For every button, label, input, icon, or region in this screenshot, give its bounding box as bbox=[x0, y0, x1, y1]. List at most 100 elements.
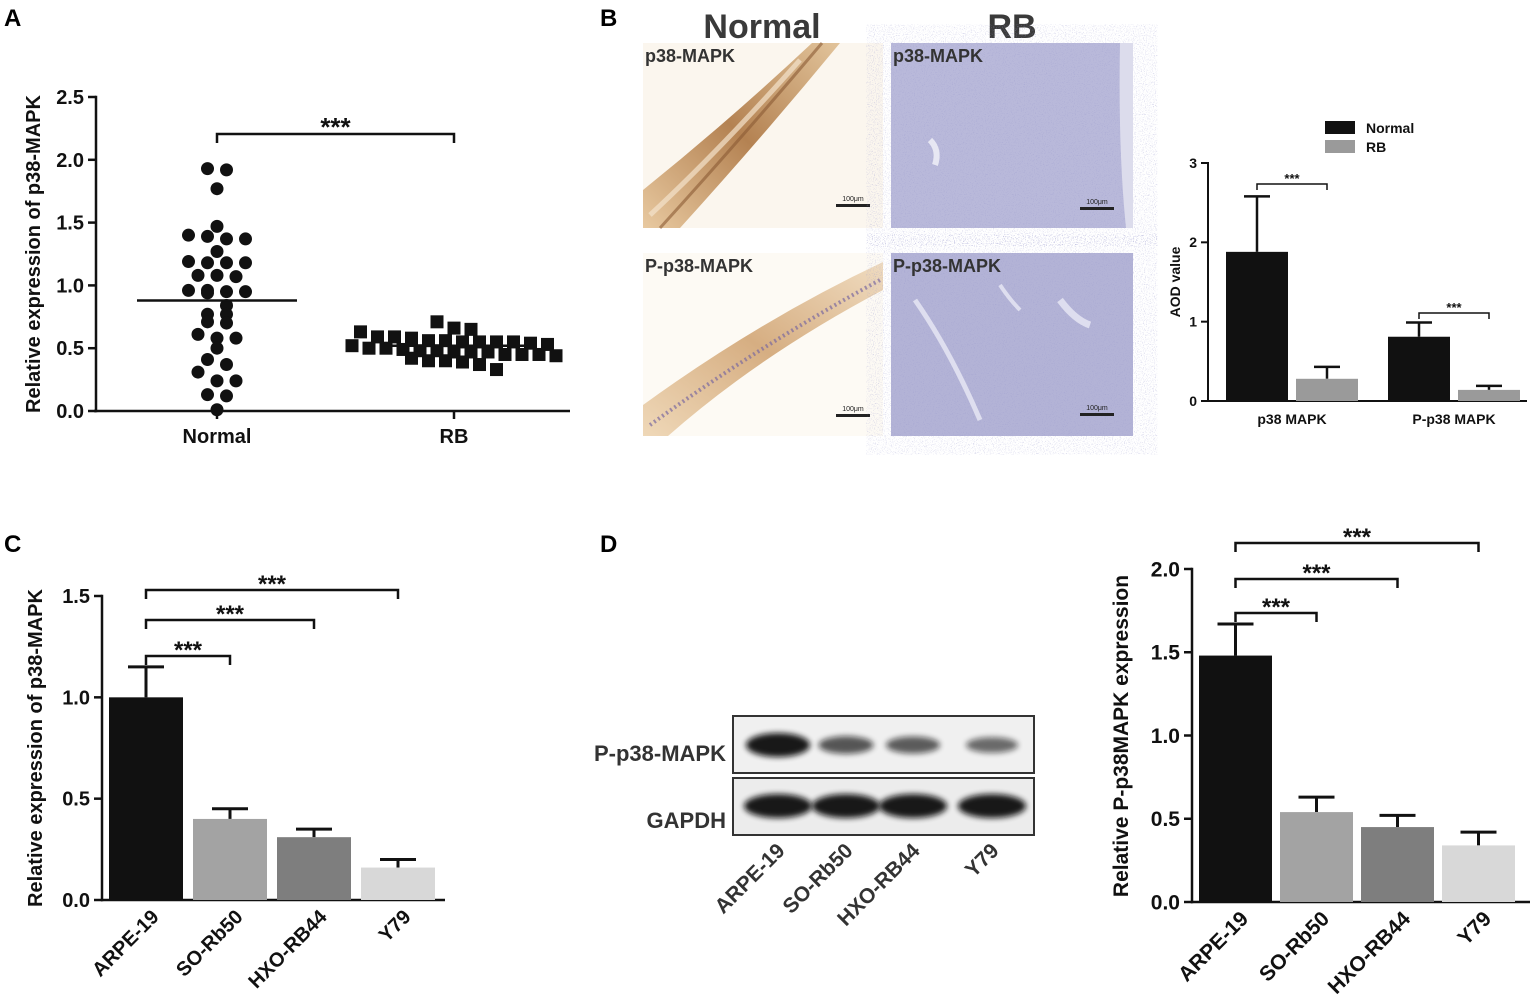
data-point-normal bbox=[220, 232, 233, 246]
data-point-normal bbox=[220, 389, 233, 403]
data-point-normal bbox=[191, 327, 205, 341]
data-point-rb bbox=[345, 339, 359, 353]
data-point-normal bbox=[210, 374, 224, 388]
data-point-rb bbox=[498, 347, 512, 361]
x-tick-label: RB bbox=[440, 426, 469, 448]
data-point-rb bbox=[362, 341, 376, 355]
data-point-rb bbox=[490, 363, 503, 377]
data-point-rb bbox=[422, 354, 435, 368]
histology-tile-normal-pp38: P-p38-MAPK 100μm bbox=[643, 253, 883, 436]
bar-hxo-rb44 bbox=[277, 837, 351, 900]
data-point-rb bbox=[439, 334, 452, 348]
significance-label: *** bbox=[1284, 171, 1300, 186]
data-point-normal bbox=[210, 268, 224, 282]
x-tick-label: HXO-RB44 bbox=[244, 905, 332, 993]
data-point-normal bbox=[229, 331, 243, 345]
data-point-normal bbox=[182, 255, 195, 269]
data-point-rb bbox=[430, 315, 444, 329]
data-point-normal bbox=[239, 232, 252, 246]
significance-bracket bbox=[1256, 183, 1328, 190]
band-pp38-2 bbox=[886, 736, 940, 754]
bar-y79 bbox=[361, 867, 435, 900]
panel-b-bar-chart: 0 1 2 3 AOD value p38 MAPK *** P-p38 MAPK *** Nor… bbox=[1167, 120, 1527, 427]
bar-so-rb50 bbox=[1280, 812, 1353, 902]
significance-label: *** bbox=[320, 112, 351, 142]
blot-lane-label: ARPE-19 bbox=[711, 839, 790, 918]
legend-label-normal: Normal bbox=[1366, 120, 1414, 136]
bar-rb-0 bbox=[1296, 378, 1358, 401]
data-point-rb bbox=[447, 321, 461, 335]
data-point-normal bbox=[239, 285, 252, 299]
data-point-rb bbox=[379, 341, 393, 355]
panel-letter-d: D bbox=[600, 531, 617, 558]
panel-b-histology: Normal RB p38-MAPK 100μm p38-MAPK 100μm bbox=[643, 8, 1133, 436]
y-tick-label: 0.0 bbox=[56, 401, 84, 423]
data-point-normal bbox=[220, 163, 233, 177]
blot-lane-label: Y79 bbox=[961, 839, 1004, 882]
data-point-normal bbox=[201, 286, 214, 300]
panel-c-bar-chart: 0.0 0.5 1.0 1.5 Relative expression of p38-M… bbox=[25, 571, 445, 993]
significance-bracket bbox=[144, 654, 232, 665]
bar-hxo-rb44 bbox=[1361, 827, 1434, 902]
y-tick-label: 2.5 bbox=[56, 87, 84, 109]
data-point-rb bbox=[549, 349, 563, 363]
histology-tile-normal-p38: p38-MAPK 100μm bbox=[643, 42, 883, 230]
y-tick-label: 0.5 bbox=[62, 789, 90, 811]
y-axis-label: Relative P-p38MAPK expression bbox=[1110, 575, 1133, 897]
y-tick-label: 1.5 bbox=[62, 586, 90, 608]
y-tick-label: 1.0 bbox=[1151, 725, 1180, 748]
significance-label: *** bbox=[1446, 300, 1462, 315]
scale-bar-label: 100μm bbox=[842, 196, 864, 203]
panel-letter-b: B bbox=[600, 5, 617, 32]
significance-label: *** bbox=[1302, 560, 1331, 587]
data-point-rb bbox=[541, 337, 554, 351]
x-tick-label: ARPE-19 bbox=[88, 906, 163, 981]
y-tick-label: 1.0 bbox=[62, 687, 90, 709]
data-point-rb bbox=[388, 330, 401, 344]
x-tick-label: Y79 bbox=[375, 906, 416, 947]
data-point-rb bbox=[430, 344, 444, 358]
data-point-normal bbox=[210, 341, 224, 355]
data-point-rb bbox=[371, 330, 384, 344]
band-gapdh-2 bbox=[879, 794, 947, 818]
x-tick-label: SO-Rb50 bbox=[1255, 907, 1334, 986]
x-tick-label: Y79 bbox=[1453, 907, 1496, 950]
scale-bar-label: 100μm bbox=[1086, 405, 1108, 412]
bar-rb-1 bbox=[1458, 389, 1520, 401]
y-tick-label: 0.5 bbox=[1151, 808, 1181, 831]
data-point-rb bbox=[456, 355, 469, 369]
x-tick-label: HXO-RB44 bbox=[1324, 907, 1416, 999]
data-point-normal bbox=[201, 353, 214, 367]
significance-bracket bbox=[1234, 577, 1399, 588]
data-point-rb bbox=[515, 347, 529, 361]
data-point-normal bbox=[229, 374, 243, 388]
data-point-normal bbox=[220, 256, 233, 270]
y-tick-label: 0.0 bbox=[62, 890, 90, 912]
significance-bracket bbox=[1234, 541, 1480, 552]
y-axis-label: Relative expression of p38-MAPK bbox=[23, 95, 45, 413]
tile-label-rb-pp38: P-p38-MAPK bbox=[893, 256, 1001, 276]
panel-a-scatter-chart: 0.0 0.5 1.0 1.5 2.0 2.5 Normal RB Relative expre… bbox=[23, 87, 570, 448]
y-tick-label: 2.0 bbox=[1151, 558, 1180, 581]
panel-letter-a: A bbox=[4, 5, 21, 32]
band-pp38-3 bbox=[966, 737, 1018, 753]
legend-swatch-rb bbox=[1325, 140, 1355, 153]
bar-normal-1 bbox=[1388, 336, 1450, 401]
data-point-rb bbox=[422, 334, 435, 348]
data-point-rb bbox=[405, 331, 418, 345]
y-tick-label: 0 bbox=[1189, 393, 1197, 409]
scale-bar bbox=[1080, 413, 1114, 416]
data-point-rb bbox=[464, 345, 478, 359]
y-tick-label: 1.5 bbox=[1151, 642, 1181, 665]
data-point-normal bbox=[201, 256, 214, 270]
band-pp38-0 bbox=[746, 733, 810, 757]
histology-header-normal: Normal bbox=[703, 8, 820, 46]
x-tick-label: Normal bbox=[183, 426, 252, 448]
data-point-rb bbox=[481, 345, 495, 359]
y-tick-label: 2.0 bbox=[56, 150, 84, 172]
significance-label: *** bbox=[174, 637, 203, 664]
data-point-normal bbox=[182, 228, 195, 242]
data-point-normal bbox=[210, 244, 224, 258]
band-gapdh-0 bbox=[744, 794, 812, 818]
